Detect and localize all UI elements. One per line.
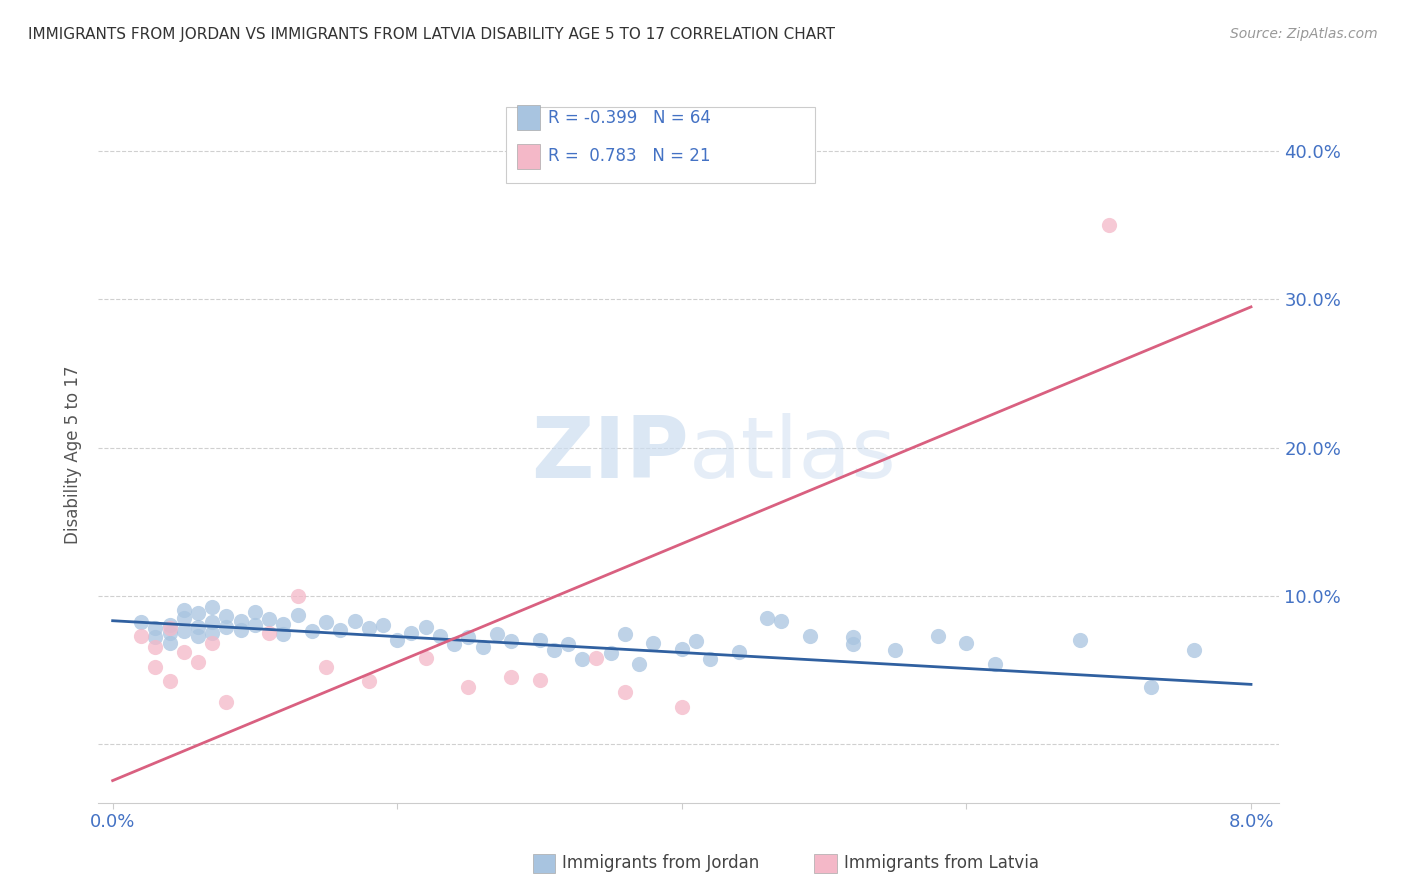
Point bbox=[243, 618, 266, 632]
Point bbox=[1098, 219, 1121, 233]
Point bbox=[1069, 632, 1091, 647]
Point bbox=[287, 607, 309, 622]
Text: Immigrants from Latvia: Immigrants from Latvia bbox=[844, 855, 1039, 872]
Point bbox=[499, 634, 522, 648]
Text: Source: ZipAtlas.com: Source: ZipAtlas.com bbox=[1230, 27, 1378, 41]
Point bbox=[273, 616, 295, 631]
Point bbox=[357, 621, 380, 635]
Point bbox=[229, 614, 252, 628]
Point bbox=[143, 630, 166, 644]
Point bbox=[727, 645, 749, 659]
Point bbox=[215, 695, 238, 709]
Point bbox=[215, 609, 238, 624]
Point bbox=[499, 670, 522, 684]
Point bbox=[243, 605, 266, 619]
Point bbox=[159, 674, 181, 689]
Point bbox=[329, 623, 352, 637]
Point bbox=[699, 652, 721, 666]
Text: ZIP: ZIP bbox=[531, 413, 689, 497]
Point bbox=[671, 641, 693, 656]
Point bbox=[357, 674, 380, 689]
Point bbox=[143, 621, 166, 635]
Point bbox=[485, 627, 508, 641]
Point bbox=[287, 589, 309, 603]
Point bbox=[557, 637, 579, 651]
Point bbox=[315, 615, 337, 630]
Point bbox=[201, 636, 224, 650]
Point bbox=[315, 659, 337, 673]
Point bbox=[415, 650, 437, 665]
Point bbox=[129, 615, 152, 630]
Point bbox=[884, 643, 907, 657]
Point bbox=[457, 630, 479, 644]
Point bbox=[799, 628, 821, 642]
Point bbox=[173, 611, 195, 625]
Point bbox=[201, 625, 224, 640]
Point bbox=[1182, 643, 1205, 657]
Point bbox=[529, 632, 551, 647]
Text: IMMIGRANTS FROM JORDAN VS IMMIGRANTS FROM LATVIA DISABILITY AGE 5 TO 17 CORRELAT: IMMIGRANTS FROM JORDAN VS IMMIGRANTS FRO… bbox=[28, 27, 835, 42]
Point bbox=[229, 623, 252, 637]
Point bbox=[401, 625, 423, 640]
Point bbox=[628, 657, 651, 671]
Y-axis label: Disability Age 5 to 17: Disability Age 5 to 17 bbox=[63, 366, 82, 544]
Point bbox=[257, 625, 280, 640]
Point bbox=[201, 600, 224, 615]
Point bbox=[613, 627, 636, 641]
Point bbox=[173, 645, 195, 659]
Text: R = -0.399   N = 64: R = -0.399 N = 64 bbox=[548, 109, 711, 127]
Point bbox=[187, 628, 209, 642]
Point bbox=[201, 615, 224, 630]
Point bbox=[841, 637, 863, 651]
Point bbox=[415, 620, 437, 634]
Point bbox=[159, 625, 181, 640]
Point bbox=[770, 614, 793, 628]
Point bbox=[387, 632, 409, 647]
Point bbox=[173, 603, 195, 617]
Point bbox=[841, 630, 863, 644]
Point bbox=[257, 612, 280, 626]
Point bbox=[187, 655, 209, 669]
Point bbox=[173, 624, 195, 638]
Point bbox=[685, 634, 707, 648]
Point bbox=[613, 685, 636, 699]
Point bbox=[443, 637, 465, 651]
Point bbox=[643, 636, 665, 650]
Point bbox=[599, 646, 621, 660]
Point bbox=[187, 620, 209, 634]
Point bbox=[129, 628, 152, 642]
Point bbox=[159, 621, 181, 635]
Point bbox=[143, 659, 166, 673]
Point bbox=[143, 640, 166, 655]
Point bbox=[927, 628, 949, 642]
Point bbox=[371, 618, 394, 632]
Point bbox=[301, 624, 323, 638]
Point bbox=[955, 636, 977, 650]
Point bbox=[429, 628, 451, 642]
Point bbox=[571, 652, 593, 666]
Text: R =  0.783   N = 21: R = 0.783 N = 21 bbox=[548, 147, 711, 165]
Point bbox=[529, 673, 551, 687]
Point bbox=[671, 699, 693, 714]
Point bbox=[343, 614, 366, 628]
Point bbox=[471, 640, 494, 655]
Point bbox=[984, 657, 1007, 671]
Text: atlas: atlas bbox=[689, 413, 897, 497]
Text: Immigrants from Jordan: Immigrants from Jordan bbox=[562, 855, 759, 872]
Point bbox=[159, 636, 181, 650]
Point bbox=[1140, 681, 1163, 695]
Point bbox=[457, 681, 479, 695]
Point bbox=[273, 627, 295, 641]
Point bbox=[159, 618, 181, 632]
Point bbox=[187, 607, 209, 621]
Point bbox=[756, 611, 779, 625]
Point bbox=[543, 643, 565, 657]
Point bbox=[585, 650, 607, 665]
Point bbox=[215, 620, 238, 634]
